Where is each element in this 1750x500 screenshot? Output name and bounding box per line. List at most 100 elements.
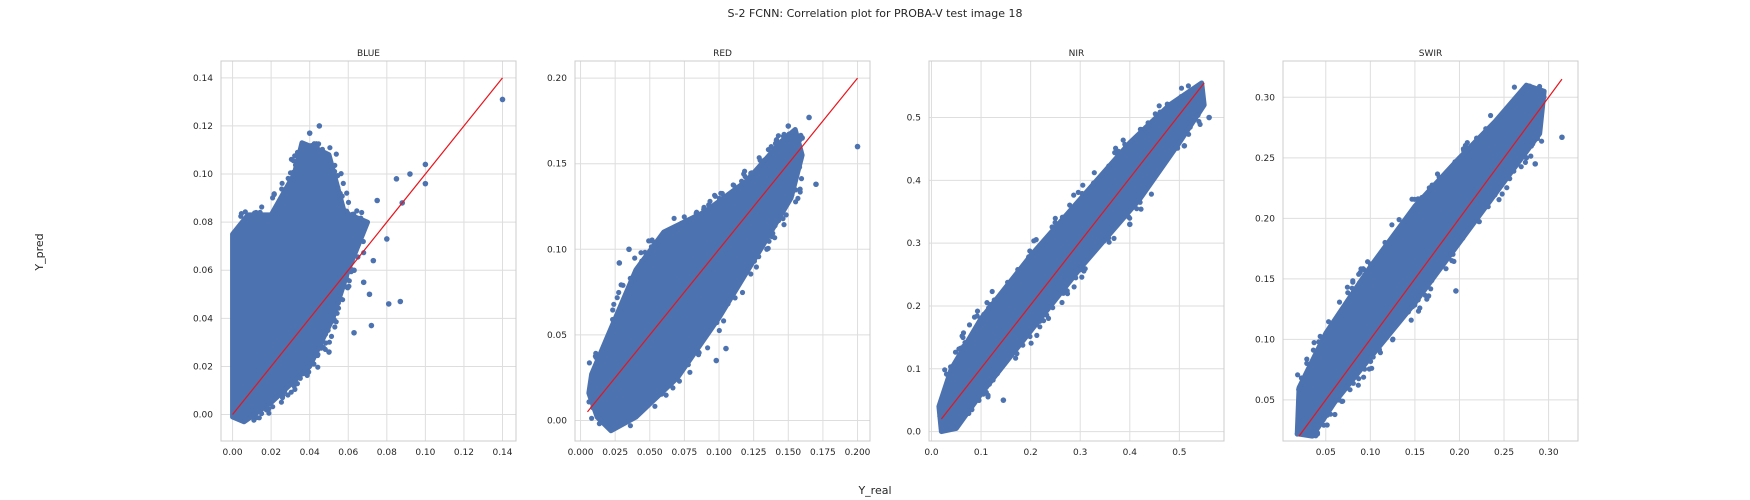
edge-point (1296, 386, 1302, 393)
edge-point (1071, 284, 1077, 290)
edge-point (1496, 197, 1502, 203)
edge-point (1367, 261, 1373, 267)
outlier-point (397, 298, 404, 305)
edge-point (335, 173, 341, 179)
edge-point (1408, 317, 1414, 323)
edge-point (707, 198, 713, 204)
edge-point (716, 327, 722, 334)
edge-point (798, 176, 805, 182)
edge-point (1111, 235, 1117, 241)
edge-point (1507, 176, 1513, 182)
edge-point (340, 297, 346, 303)
edge-point (257, 209, 263, 215)
edge-point (962, 340, 968, 346)
edge-point (1460, 235, 1466, 241)
edge-point (1345, 290, 1351, 296)
edge-point (1527, 83, 1533, 89)
edge-point (671, 215, 677, 221)
edge-point (1488, 112, 1494, 119)
edge-point (786, 131, 792, 137)
y-tick-label: 0.00 (547, 416, 567, 426)
outlier-point (351, 267, 357, 274)
y-tick-label: 0.5 (907, 114, 921, 124)
edge-point (679, 220, 685, 226)
edge-point (793, 187, 799, 193)
y-tick-label: 0.20 (1255, 214, 1275, 224)
edge-point (753, 264, 760, 270)
x-tick-label: 0.125 (741, 448, 767, 458)
edge-point (328, 333, 335, 339)
edge-point (259, 204, 265, 210)
edge-point (739, 289, 746, 296)
edge-point (334, 310, 340, 316)
y-tick-label: 0.15 (1255, 275, 1275, 285)
edge-point (344, 190, 350, 196)
edge-point (1148, 191, 1154, 197)
edge-point (780, 133, 787, 139)
y-tick-label: 0.4 (907, 176, 922, 186)
edge-point (1313, 433, 1319, 439)
edge-point (670, 385, 676, 391)
outlier-point (1077, 215, 1084, 221)
outlier-point (393, 176, 400, 182)
edge-point (1499, 191, 1505, 197)
edge-point (270, 404, 276, 410)
x-tick-label: 0.12 (454, 448, 474, 458)
edge-point (335, 305, 342, 311)
edge-point (1311, 340, 1317, 346)
edge-point (1071, 192, 1077, 198)
edge-point (1528, 153, 1534, 159)
edge-point (614, 295, 620, 301)
outlier-point (806, 114, 812, 121)
edge-point (1052, 220, 1058, 226)
edge-point (1142, 125, 1149, 131)
edge-point (311, 361, 317, 367)
outlier-point (1000, 397, 1007, 403)
edge-point (1539, 138, 1545, 144)
edge-point (646, 238, 652, 244)
edge-point (991, 297, 997, 303)
y-tick-label: 0.10 (193, 170, 213, 180)
outlier-point (422, 161, 429, 168)
edge-point (1060, 290, 1066, 296)
edge-point (339, 193, 345, 199)
edge-point (642, 249, 648, 255)
panel-title-red: RED (713, 49, 732, 59)
edge-point (701, 204, 707, 210)
edge-point (1429, 277, 1435, 284)
edge-point (749, 170, 755, 176)
edge-point (1415, 297, 1421, 303)
edge-point (322, 331, 329, 337)
x-tick-label: 0.15 (1405, 448, 1425, 458)
edge-point (1106, 163, 1112, 169)
edge-point (1037, 318, 1043, 324)
edge-point (1091, 170, 1097, 176)
x-tick-label: 0.000 (568, 448, 594, 458)
edge-point (279, 395, 286, 401)
edge-point (1357, 279, 1363, 286)
x-tick-label: 0.150 (775, 448, 801, 458)
plot-frame (574, 60, 871, 442)
edge-point (1332, 411, 1338, 418)
edge-point (638, 250, 644, 256)
x-tick-label: 0.25 (1494, 448, 1514, 458)
edge-point (586, 399, 592, 405)
y-axis-label: Y_pred (33, 233, 46, 271)
scatter-points-blue (230, 96, 506, 425)
y-tick-label: 0.15 (547, 160, 567, 170)
edge-point (770, 230, 776, 236)
panel-red: 0.000 0.025 0.050 0.075 0.100 0.125 0.150 0.175… (547, 49, 871, 458)
edge-point (1106, 235, 1112, 241)
edge-point (989, 288, 995, 295)
outlier-point (1126, 221, 1133, 228)
edge-point (1434, 171, 1441, 177)
edge-point (966, 410, 972, 416)
outlier-point (351, 329, 357, 336)
edge-point (783, 212, 789, 218)
outlier-point (626, 246, 632, 253)
edge-point (772, 223, 778, 229)
edge-point (976, 397, 982, 403)
y-tick-label: 0.05 (1255, 396, 1275, 406)
scatter-points-swir (1294, 82, 1565, 439)
